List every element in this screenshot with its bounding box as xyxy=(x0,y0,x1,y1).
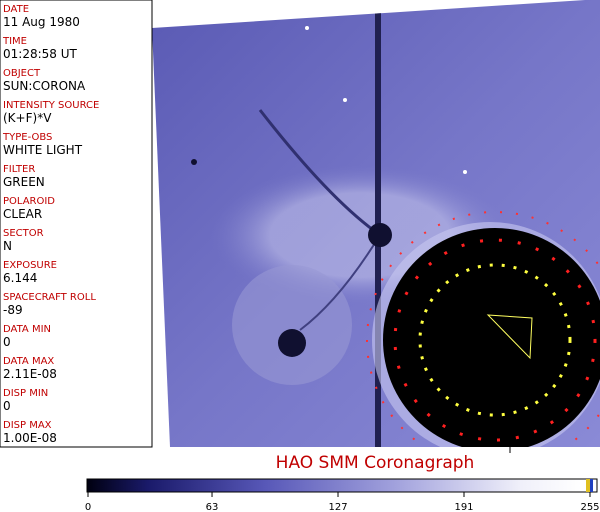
field-value: WHITE LIGHT xyxy=(3,143,83,157)
info-panel xyxy=(0,0,153,448)
field-value: 1.00E-08 xyxy=(3,431,57,445)
colorbar xyxy=(86,478,598,493)
field-label: TYPE-OBS xyxy=(2,132,52,143)
colorbar-end xyxy=(586,479,590,492)
field-value: (K+F)*V xyxy=(3,111,52,125)
field-value: 2.11E-08 xyxy=(3,367,57,381)
field-label: DATA MIN xyxy=(3,324,51,335)
coronagraph-image xyxy=(148,0,600,453)
field-value: CLEAR xyxy=(3,207,42,221)
field-label: TIME xyxy=(2,36,27,47)
field-value: 0 xyxy=(3,335,11,349)
title: HAO SMM Coronagraph xyxy=(276,453,475,473)
field-label: INTENSITY SOURCE xyxy=(3,100,99,111)
field-label: POLAROID xyxy=(3,196,55,207)
colorbar-tick-label: 0 xyxy=(85,502,91,512)
field-label: SECTOR xyxy=(3,228,44,239)
field-value: 0 xyxy=(3,399,11,413)
field-label: DATA MAX xyxy=(3,356,54,367)
field-value: -89 xyxy=(3,303,23,317)
field-label: DATE xyxy=(3,4,29,15)
colorbar-end xyxy=(590,479,593,492)
field-value: 01:28:58 UT xyxy=(3,47,77,61)
colorbar-tick-label: 191 xyxy=(454,502,473,512)
field-value: GREEN xyxy=(3,175,45,189)
field-label: EXPOSURE xyxy=(3,260,57,271)
colorbar-tick-label: 255 xyxy=(580,502,599,512)
field-value: SUN:CORONA xyxy=(3,79,86,93)
colorbar-tick-label: 63 xyxy=(206,502,219,512)
field-label: SPACECRAFT ROLL xyxy=(3,292,96,303)
field-value: 11 Aug 1980 xyxy=(3,15,80,29)
field-value: 6.144 xyxy=(3,271,37,285)
field-label: DISP MAX xyxy=(3,420,52,431)
field-label: OBJECT xyxy=(3,68,41,79)
field-value: N xyxy=(3,239,12,253)
colorbar-tick-label: 127 xyxy=(328,502,347,512)
field-label: FILTER xyxy=(3,164,35,175)
field-label: DISP MIN xyxy=(3,388,48,399)
